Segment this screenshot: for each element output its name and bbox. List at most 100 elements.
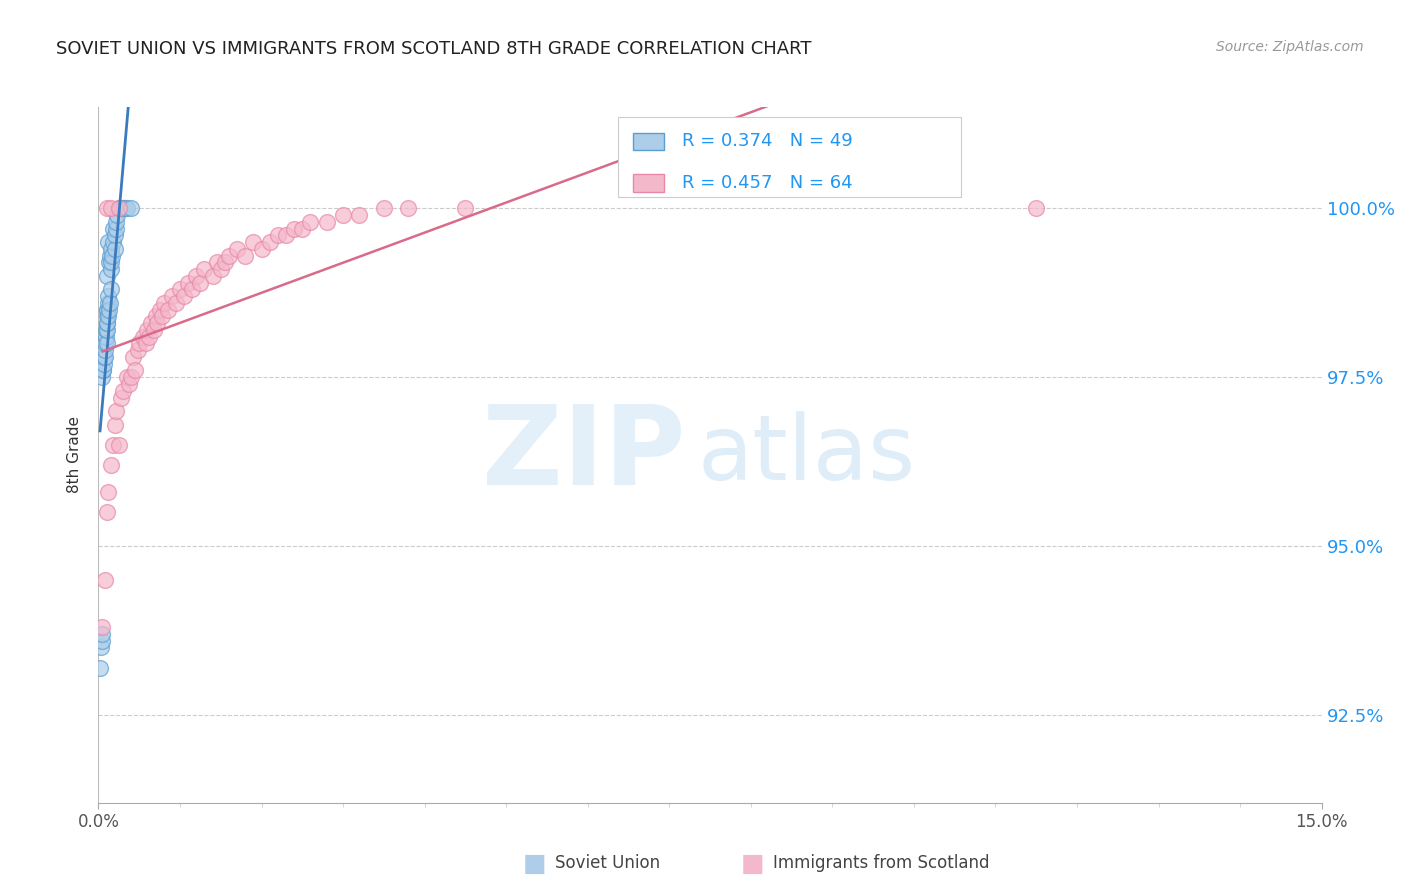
Point <box>111 202 134 216</box>
Text: ZIP: ZIP <box>482 401 686 508</box>
Point <box>97 289 120 303</box>
Point <box>186 268 208 283</box>
Point <box>89 661 111 675</box>
Point <box>173 289 195 303</box>
Point <box>124 363 146 377</box>
Point <box>149 302 172 317</box>
Point <box>100 262 122 277</box>
Point <box>250 242 273 256</box>
Point <box>115 370 138 384</box>
Point <box>201 268 224 283</box>
Point <box>98 296 121 310</box>
Point <box>105 404 128 418</box>
Bar <box>633 133 664 150</box>
Point <box>214 255 236 269</box>
Point <box>94 329 117 343</box>
Point <box>91 363 114 377</box>
Point <box>98 302 121 317</box>
Point <box>96 505 118 519</box>
Point <box>169 282 191 296</box>
Point <box>142 323 165 337</box>
Point <box>146 316 169 330</box>
Point <box>96 202 118 216</box>
Point <box>274 228 297 243</box>
Point <box>90 640 112 655</box>
Point <box>181 282 204 296</box>
Text: R = 0.374   N = 49: R = 0.374 N = 49 <box>682 133 852 151</box>
Point <box>128 336 150 351</box>
Point <box>188 276 212 290</box>
Point <box>135 336 157 351</box>
Point <box>145 310 167 324</box>
Point <box>91 363 114 377</box>
Point <box>373 202 395 216</box>
Point <box>91 370 114 384</box>
Point <box>94 343 117 358</box>
Point <box>165 296 187 310</box>
Point <box>127 343 149 358</box>
Point <box>96 316 118 330</box>
Point <box>91 620 114 634</box>
Point <box>108 202 131 216</box>
Point <box>110 391 132 405</box>
Point <box>105 208 128 222</box>
Point <box>115 202 138 216</box>
Point <box>291 221 314 235</box>
Point <box>454 202 477 216</box>
Point <box>150 310 173 324</box>
Point <box>132 329 155 343</box>
Bar <box>633 175 664 192</box>
Point <box>94 573 117 587</box>
Point <box>100 242 122 256</box>
Point <box>98 249 121 263</box>
Point <box>111 202 134 216</box>
Point <box>118 376 141 391</box>
Point <box>104 228 127 243</box>
Point <box>96 316 118 330</box>
Point <box>138 329 160 343</box>
Point <box>315 215 337 229</box>
Point <box>96 310 118 324</box>
Point <box>177 276 200 290</box>
Point <box>259 235 281 249</box>
Point <box>105 215 128 229</box>
Point <box>94 323 117 337</box>
Point <box>101 235 124 249</box>
Point <box>96 336 118 351</box>
Point <box>93 357 115 371</box>
Point <box>226 242 249 256</box>
Text: atlas: atlas <box>697 411 915 499</box>
Point <box>136 323 159 337</box>
Text: R = 0.457   N = 64: R = 0.457 N = 64 <box>682 174 852 192</box>
Point <box>233 249 256 263</box>
Point <box>97 485 120 500</box>
Point <box>160 289 183 303</box>
Point <box>91 627 114 641</box>
Point <box>141 316 163 330</box>
Point <box>104 242 127 256</box>
Text: SOVIET UNION VS IMMIGRANTS FROM SCOTLAND 8TH GRADE CORRELATION CHART: SOVIET UNION VS IMMIGRANTS FROM SCOTLAND… <box>56 40 811 58</box>
Point <box>120 202 142 216</box>
Point <box>100 282 122 296</box>
Point <box>111 384 134 398</box>
Point <box>91 633 114 648</box>
Point <box>97 235 120 249</box>
Point <box>209 262 232 277</box>
Point <box>332 208 354 222</box>
Point <box>96 302 118 317</box>
Point <box>267 228 290 243</box>
Point <box>94 336 117 351</box>
Point <box>97 310 120 324</box>
Point <box>156 302 179 317</box>
Point <box>396 202 419 216</box>
Point <box>152 296 174 310</box>
Text: ■: ■ <box>523 852 546 875</box>
Point <box>104 417 127 432</box>
Point <box>299 215 322 229</box>
Point <box>101 438 124 452</box>
Point <box>114 202 136 216</box>
Point <box>100 458 122 472</box>
Point <box>120 370 142 384</box>
Point <box>1025 202 1047 216</box>
Point <box>108 202 131 216</box>
